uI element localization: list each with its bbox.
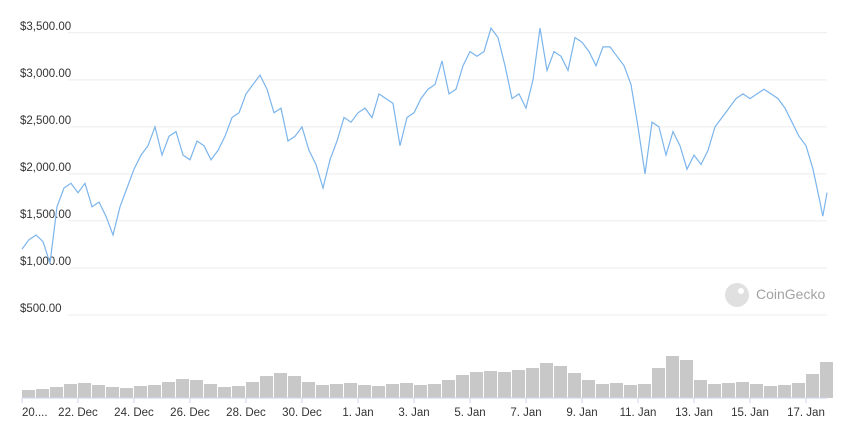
volume-bar — [554, 366, 567, 398]
volume-bar — [610, 383, 623, 398]
volume-bar — [792, 383, 805, 398]
volume-bar — [722, 383, 735, 398]
watermark-logo-eye — [738, 288, 744, 294]
x-tick-label: 22. Dec — [58, 407, 98, 419]
watermark-logo — [725, 283, 749, 307]
x-tick-label: 7. Jan — [510, 407, 541, 419]
x-tick-label: 1. Jan — [342, 407, 373, 419]
volume-bar — [176, 379, 189, 398]
volume-bar — [190, 380, 203, 398]
volume-bar — [540, 363, 553, 398]
volume-bar — [806, 374, 819, 398]
volume-bar — [778, 385, 791, 398]
x-tick-label: 30. Dec — [282, 407, 322, 419]
volume-bar — [498, 372, 511, 398]
volume-bar — [666, 356, 679, 398]
volume-bar — [638, 384, 651, 398]
volume-bar — [316, 385, 329, 398]
volume-bar — [22, 390, 35, 398]
volume-bar — [288, 376, 301, 398]
y-tick-label: $500.00 — [20, 303, 62, 315]
volume-bar — [652, 368, 665, 398]
volume-bar — [134, 386, 147, 398]
volume-bar — [372, 386, 385, 398]
volume-bar — [148, 385, 161, 398]
volume-bar — [764, 386, 777, 398]
x-tick-label: 3. Jan — [398, 407, 429, 419]
x-tick-label: 26. Dec — [170, 407, 210, 419]
volume-bar — [274, 373, 287, 398]
volume-bar — [162, 382, 175, 398]
volume-bar — [358, 385, 371, 398]
volume-bar — [708, 384, 721, 398]
volume-bar — [680, 360, 693, 398]
volume-bar — [414, 385, 427, 398]
watermark-text: CoinGecko — [756, 286, 825, 302]
x-tick-label: 11. Jan — [620, 407, 657, 419]
volume-bar — [568, 373, 581, 398]
volume-bar — [470, 372, 483, 398]
volume-bar — [330, 384, 343, 398]
volume-bar — [92, 385, 105, 398]
volume-bar — [582, 380, 595, 398]
volume-bar — [120, 388, 133, 398]
volume-bar — [750, 384, 763, 398]
y-tick-label: $1,500.00 — [20, 209, 71, 221]
volume-bar — [204, 384, 217, 398]
volume-bar — [596, 384, 609, 398]
x-tick-label: 24. Dec — [114, 407, 154, 419]
volume-bar — [260, 376, 273, 398]
x-tick-label: 5. Jan — [454, 407, 485, 419]
volume-bar — [218, 387, 231, 398]
volume-bar — [428, 384, 441, 398]
x-tick-label: 13. Jan — [675, 407, 713, 419]
volume-bar — [50, 387, 63, 398]
x-tick-label: 9. Jan — [566, 407, 597, 419]
volume-bar — [736, 382, 749, 398]
x-tick-label: 15. Jan — [731, 407, 769, 419]
volume-bar — [526, 368, 539, 398]
volume-bar — [64, 384, 77, 398]
y-tick-label: $1,000.00 — [20, 256, 71, 268]
volume-bar — [456, 375, 469, 398]
y-tick-label: $3,500.00 — [20, 21, 71, 33]
volume-bar — [302, 382, 315, 398]
volume-bar — [232, 386, 245, 398]
volume-bar — [36, 389, 49, 398]
volume-bar — [820, 362, 833, 398]
y-tick-label: $2,000.00 — [20, 162, 71, 174]
volume-bar — [694, 380, 707, 398]
volume-bar — [484, 371, 497, 398]
y-tick-label: $3,000.00 — [20, 68, 71, 80]
volume-bar — [400, 383, 413, 398]
volume-bar — [78, 383, 91, 398]
volume-bar — [386, 384, 399, 398]
volume-bar — [106, 387, 119, 398]
volume-bar — [344, 383, 357, 398]
x-tick-label: 17. Jan — [787, 407, 825, 419]
x-tick-label: 28. Dec — [226, 407, 266, 419]
y-tick-label: $2,500.00 — [20, 115, 71, 127]
x-tick-label: 20.... — [22, 407, 48, 419]
volume-bar — [442, 380, 455, 398]
volume-bar — [512, 370, 525, 398]
volume-bars — [22, 356, 833, 398]
watermark: CoinGecko — [725, 283, 825, 307]
volume-bar — [246, 382, 259, 398]
price-line — [21, 26, 828, 264]
volume-bar — [624, 385, 637, 398]
